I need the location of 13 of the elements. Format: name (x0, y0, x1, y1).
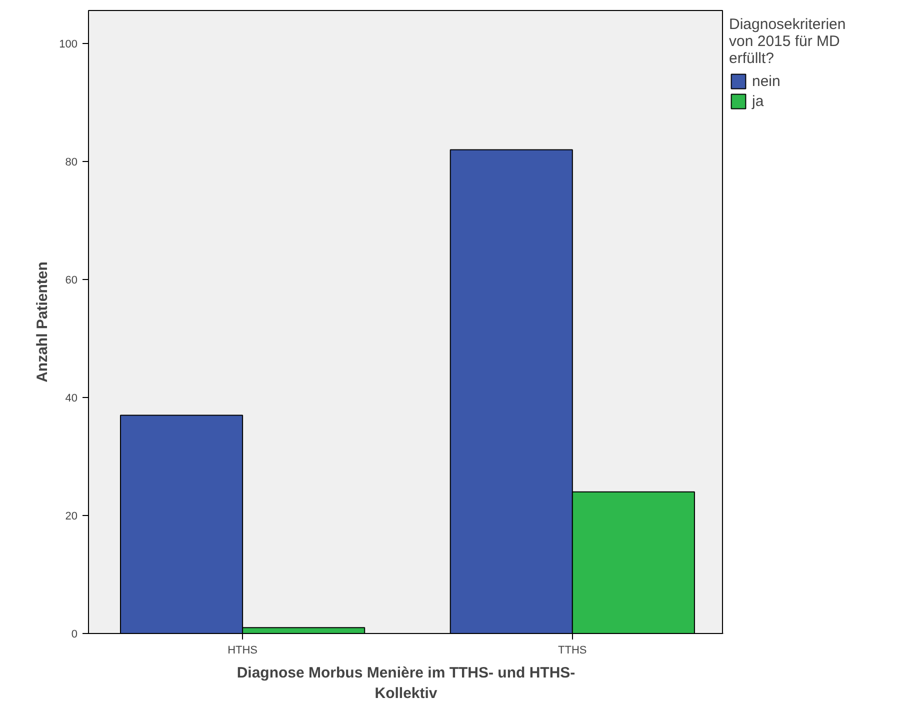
y-tick-label: 80 (65, 156, 78, 169)
y-tick-label: 20 (65, 510, 78, 523)
x-tick-label: TTHS (558, 644, 587, 656)
y-axis-title: Anzahl Patienten (34, 262, 52, 382)
x-axis-title: Diagnose Morbus Menière im TTHS- und HTHS-Kollektiv (236, 664, 576, 702)
y-tick-label: 40 (65, 392, 78, 405)
legend-label: nein (752, 72, 780, 90)
legend-title: Diagnosekriterien von 2015 für MD erfüllt? (729, 16, 846, 67)
legend-label: ja (752, 92, 765, 110)
y-tick-label: 0 (71, 628, 78, 640)
x-tick-label: HTHS (228, 644, 258, 656)
y-tick-label: 100 (59, 38, 78, 51)
y-tick-label: 60 (65, 274, 78, 287)
